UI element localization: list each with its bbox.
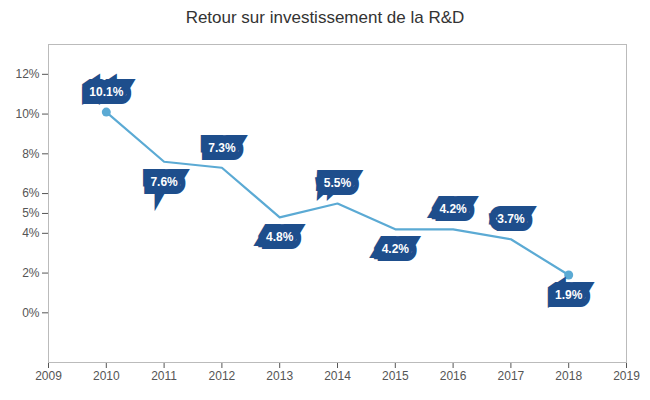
svg-text:5%: 5% [22, 206, 40, 220]
svg-text:2011: 2011 [151, 369, 177, 383]
svg-text:1.9%: 1.9% [555, 288, 583, 302]
svg-text:2013: 2013 [266, 369, 293, 383]
svg-text:2017: 2017 [498, 369, 525, 383]
svg-text:12%: 12% [15, 67, 39, 81]
html-text:Retour sur investissement de l: Retour sur investissement de la R&D [185, 8, 465, 27]
svg-text:8%: 8% [22, 147, 40, 161]
svg-text:10%: 10% [15, 107, 39, 121]
svg-text:7.3%: 7.3% [208, 141, 236, 155]
svg-text:6%: 6% [22, 186, 40, 200]
svg-text:4.8%: 4.8% [266, 230, 294, 244]
svg-text:0%: 0% [22, 306, 40, 320]
svg-text:2016: 2016 [440, 369, 467, 383]
svg-text:4%: 4% [22, 226, 40, 240]
svg-text:2018: 2018 [555, 369, 582, 383]
svg-text:4.2%: 4.2% [382, 242, 410, 256]
svg-text:2019: 2019 [613, 369, 640, 383]
svg-text:2015: 2015 [382, 369, 409, 383]
svg-text:5.5%: 5.5% [324, 176, 352, 190]
svg-text:2%: 2% [22, 266, 40, 280]
svg-text:7.6%: 7.6% [150, 175, 178, 189]
svg-text:2012: 2012 [209, 369, 236, 383]
svg-text:10.1%: 10.1% [89, 85, 123, 99]
svg-text:2014: 2014 [324, 369, 351, 383]
svg-text:3.7%: 3.7% [497, 212, 525, 226]
svg-text:4.2%: 4.2% [439, 202, 467, 216]
svg-text:2010: 2010 [93, 369, 120, 383]
svg-text:2009: 2009 [35, 369, 62, 383]
